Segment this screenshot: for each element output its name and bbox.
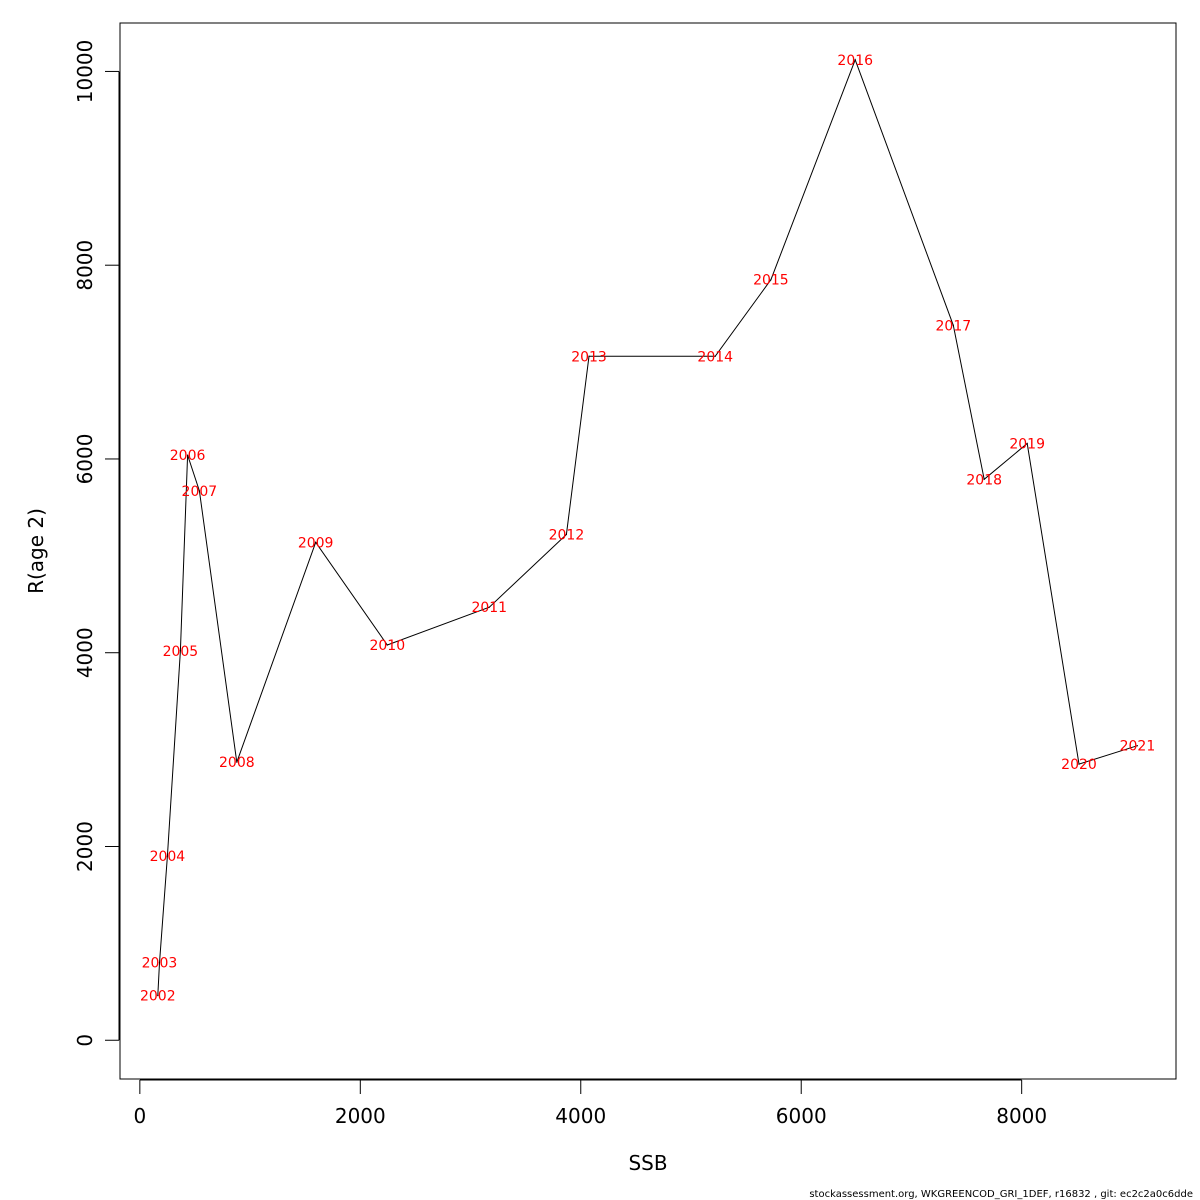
point-label: 2003 — [142, 956, 178, 972]
point-label: 2016 — [837, 53, 873, 69]
point-label: 2018 — [966, 472, 1002, 488]
data-point — [1136, 745, 1139, 747]
x-tick-label: 4000 — [555, 1104, 606, 1128]
data-point — [157, 995, 159, 997]
data-point — [770, 279, 772, 281]
point-label: 2013 — [571, 349, 607, 365]
data-point — [166, 855, 168, 857]
point-labels-group: 2002 2003 2004 2005 2006 2007 2008 2009 2010 2011… — [140, 53, 1155, 1005]
y-tick-label: 8000 — [73, 240, 97, 291]
data-point — [854, 59, 856, 61]
y-tick-label: 2000 — [73, 821, 97, 872]
x-axis: 0 2000 4000 6000 8000 — [133, 1079, 1047, 1128]
point-label: 2008 — [219, 755, 255, 771]
point-label: 2014 — [697, 349, 733, 365]
y-axis: 0 2000 4000 6000 8000 10000 — [73, 40, 120, 1047]
data-point — [1078, 763, 1080, 765]
data-point — [983, 478, 985, 480]
y-tick-label: 10000 — [73, 40, 97, 104]
data-point — [588, 355, 590, 357]
point-label: 2019 — [1009, 436, 1045, 452]
data-point — [952, 324, 954, 326]
data-point — [186, 454, 189, 456]
point-label: 2020 — [1061, 757, 1097, 773]
x-tick-label: 6000 — [776, 1104, 827, 1128]
point-label: 2012 — [549, 528, 585, 544]
data-point — [714, 355, 716, 357]
data-point — [488, 606, 490, 608]
data-point — [386, 644, 388, 646]
footer-credit: stockassessment.org, WKGREENCOD_GRI_1DEF… — [809, 1189, 1193, 1200]
data-point — [315, 541, 317, 543]
data-point — [179, 650, 182, 652]
data-point — [565, 533, 568, 536]
x-axis-title: SSB — [628, 1151, 667, 1175]
plot-frame — [119, 22, 1177, 1080]
x-tick-label: 8000 — [996, 1104, 1047, 1128]
y-tick-label: 0 — [73, 1034, 97, 1047]
y-axis-title: R(age 2) — [24, 508, 48, 594]
point-label: 2009 — [298, 535, 334, 551]
data-point — [236, 761, 238, 763]
x-tick-label: 0 — [133, 1104, 146, 1128]
data-point — [158, 962, 161, 964]
point-label: 2005 — [163, 644, 199, 660]
point-label: 2007 — [182, 484, 218, 500]
point-label: 2011 — [471, 600, 507, 616]
point-label: 2021 — [1120, 739, 1156, 755]
series-line-group — [157, 58, 1139, 997]
point-label: 2004 — [150, 849, 186, 865]
y-tick-label: 4000 — [73, 627, 97, 678]
series-line — [157, 58, 1138, 996]
point-label: 2015 — [753, 273, 789, 289]
point-label: 2017 — [936, 318, 972, 334]
point-label: 2010 — [369, 638, 405, 654]
point-label: 2006 — [170, 448, 206, 464]
y-tick-label: 6000 — [73, 434, 97, 485]
point-label: 2002 — [140, 989, 176, 1005]
data-point — [1026, 442, 1028, 445]
x-tick-label: 2000 — [335, 1104, 386, 1128]
data-point — [198, 490, 200, 492]
